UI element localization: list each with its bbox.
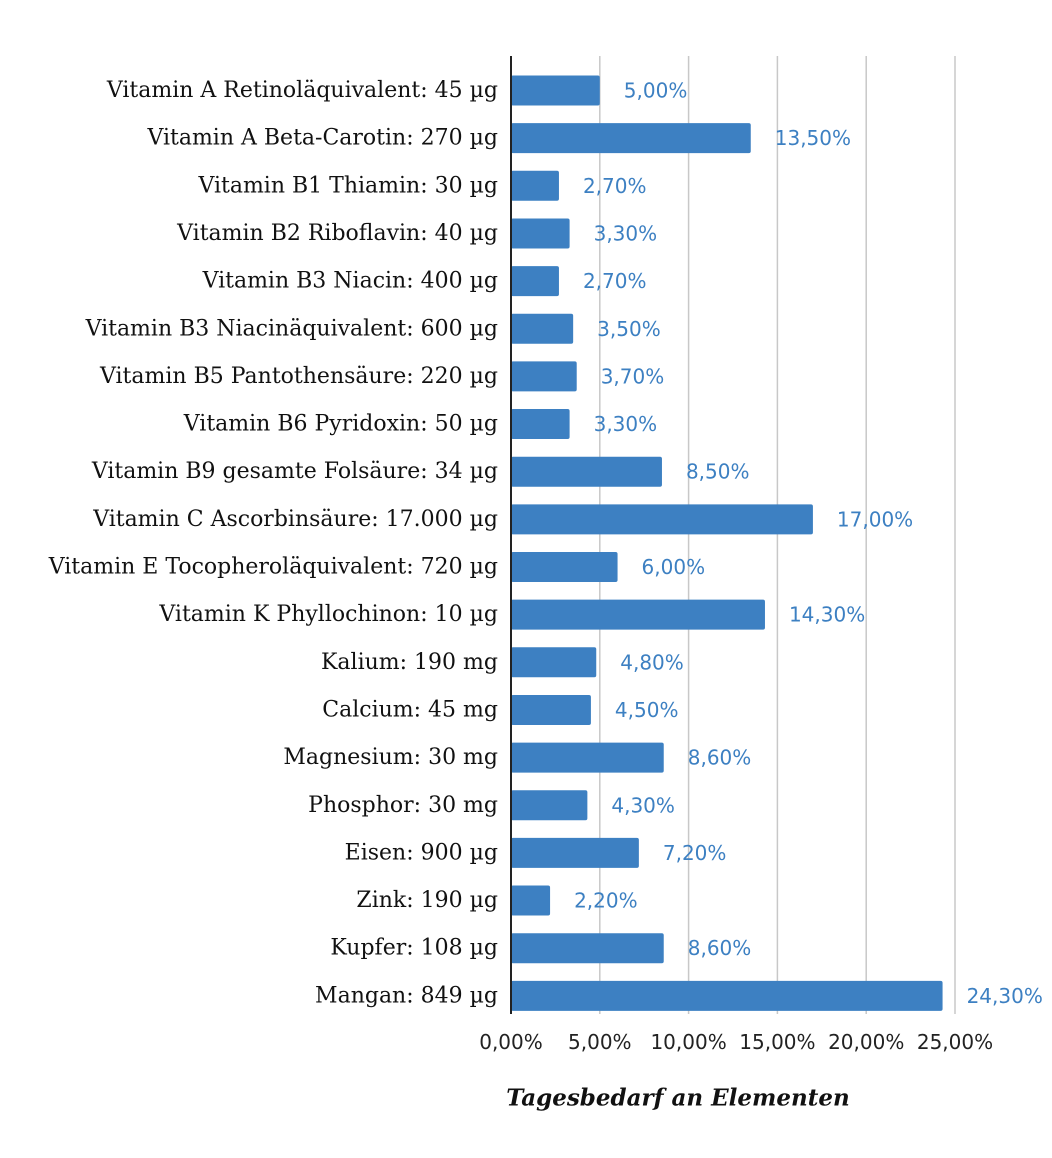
- category-label: Vitamin B1 Thiamin: 30 µg: [197, 173, 498, 198]
- value-label: 8,60%: [688, 936, 752, 960]
- category-label: Vitamin B5 Pantothensäure: 220 µg: [99, 364, 498, 389]
- bar: [511, 456, 662, 487]
- bar: [511, 266, 559, 297]
- value-label: 2,20%: [574, 889, 638, 913]
- x-tick-label: 20,00%: [828, 1030, 904, 1054]
- value-label: 8,60%: [688, 746, 752, 770]
- bar: [511, 694, 591, 725]
- value-label: 8,50%: [686, 460, 750, 484]
- value-label: 24,30%: [967, 984, 1043, 1008]
- bar: [511, 742, 664, 773]
- bar: [511, 313, 574, 344]
- bar: [511, 599, 765, 630]
- bar: [511, 552, 618, 582]
- bar: [511, 409, 570, 440]
- bar: [511, 790, 588, 821]
- value-label: 2,70%: [583, 269, 647, 293]
- x-tick-label: 5,00%: [568, 1030, 632, 1054]
- value-label: 17,00%: [837, 507, 913, 531]
- category-label: Vitamin B2 Riboflavin: 40 µg: [176, 221, 498, 246]
- category-label: Mangan: 849 µg: [315, 983, 498, 1008]
- category-labels: Vitamin A Retinoläquivalent: 45 µg Vitami…: [48, 78, 498, 1008]
- gridlines: [599, 56, 956, 1014]
- bar: [511, 504, 813, 535]
- x-tick-label: 15,00%: [739, 1030, 815, 1054]
- bar: [511, 218, 570, 249]
- value-label: 4,30%: [611, 793, 675, 817]
- value-label: 13,50%: [775, 126, 851, 150]
- value-label: 2,70%: [583, 174, 647, 198]
- category-label: Vitamin B3 Niacin: 400 µg: [202, 269, 498, 294]
- x-tick-labels: 0,00% 5,00% 10,00% 15,00% 20,00% 25,00%: [479, 1030, 993, 1054]
- x-tick-label: 0,00%: [479, 1030, 543, 1054]
- x-axis-title: Tagesbedarf an Elementen: [506, 1085, 849, 1112]
- bar: [511, 75, 600, 106]
- value-label: 6,00%: [642, 555, 706, 579]
- value-label: 5,00%: [624, 79, 688, 103]
- category-label: Vitamin E Tocopheroläquivalent: 720 µg: [48, 555, 498, 580]
- value-label: 4,50%: [615, 698, 679, 722]
- category-label: Vitamin B9 gesamte Folsäure: 34 µg: [91, 459, 498, 484]
- category-label: Vitamin B6 Pyridoxin: 50 µg: [183, 412, 498, 437]
- bar: [511, 123, 751, 154]
- bar: [511, 980, 943, 1011]
- category-label: Eisen: 900 µg: [345, 840, 498, 865]
- category-label: Zink: 190 µg: [356, 888, 498, 913]
- category-label: Kupfer: 108 µg: [330, 936, 498, 961]
- category-label: Vitamin A Retinoläquivalent: 45 µg: [106, 78, 498, 103]
- category-label: Vitamin K Phyllochinon: 10 µg: [158, 602, 498, 627]
- value-label: 3,70%: [601, 364, 665, 388]
- bar: [511, 361, 577, 392]
- value-labels: 5,00% 13,50% 2,70% 3,30% 2,70% 3,50% 3,70% 3,30…: [574, 79, 1043, 1008]
- value-label: 4,80%: [620, 650, 684, 674]
- bar: [511, 933, 664, 964]
- bars: [511, 75, 943, 1011]
- category-label: Magnesium: 30 mg: [283, 745, 498, 770]
- x-tick-label: 25,00%: [917, 1030, 993, 1054]
- x-tick-label: 10,00%: [650, 1030, 726, 1054]
- category-label: Vitamin C Ascorbinsäure: 17.000 µg: [92, 507, 498, 532]
- category-label: Phosphor: 30 mg: [308, 793, 498, 818]
- value-label: 14,30%: [789, 603, 865, 627]
- category-label: Vitamin B3 Niacinäquivalent: 600 µg: [85, 316, 498, 341]
- value-label: 3,50%: [597, 317, 661, 341]
- bar: [511, 170, 559, 201]
- bar: [511, 837, 639, 868]
- value-label: 7,20%: [663, 841, 727, 865]
- category-label: Calcium: 45 mg: [322, 697, 498, 722]
- value-label: 3,30%: [594, 221, 658, 245]
- bar: [511, 885, 551, 916]
- value-label: 3,30%: [594, 412, 658, 436]
- category-label: Vitamin A Beta-Carotin: 270 µg: [146, 126, 498, 151]
- category-label: Kalium: 190 mg: [321, 650, 498, 675]
- bar: [511, 647, 597, 678]
